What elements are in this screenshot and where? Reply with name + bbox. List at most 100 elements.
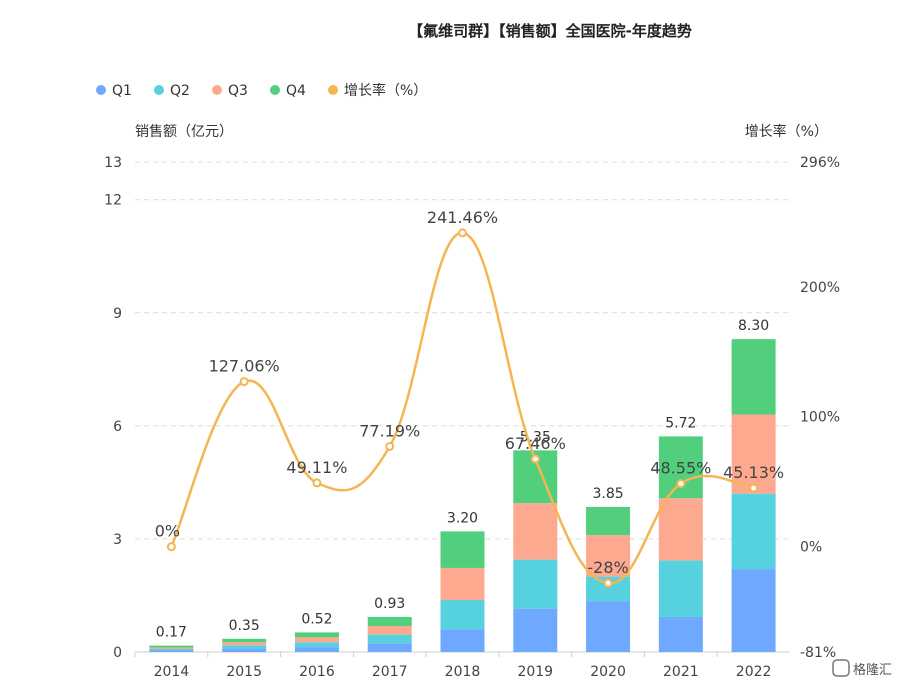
x-tick-2015: 2015: [226, 664, 262, 680]
total-label-2016: 0.52: [301, 611, 332, 627]
growth-point-2014: [166, 542, 176, 552]
bar-q2-2016: [294, 642, 339, 648]
bar-q1-2014: [149, 650, 194, 652]
growth-point-2016: [312, 478, 322, 488]
growth-label-2022: 45.13%: [723, 463, 784, 482]
growth-label-2018: 241.46%: [427, 208, 498, 227]
total-label-2014: 0.17: [156, 625, 187, 641]
growth-label-2015: 127.06%: [209, 357, 280, 376]
growth-point-2019: [530, 454, 540, 464]
bar-q4-2017: [367, 616, 412, 626]
bar-q1-2022: [731, 569, 776, 652]
y-right-tick-0: -81%: [800, 645, 836, 661]
growth-point-2018: [458, 228, 467, 238]
growth-label-2016: 49.11%: [286, 458, 347, 477]
y-left-ticks: 0 3 6 9 12 13: [104, 155, 122, 661]
bar-q4-2018: [440, 531, 485, 568]
bar-q3-2019: [513, 503, 558, 560]
growth-point-2021: [676, 479, 686, 489]
legend: Q1 Q2 Q3 Q4 增长率（%）: [96, 82, 427, 99]
bar-q4-2022: [731, 339, 776, 415]
total-label-2018: 3.20: [447, 510, 478, 526]
total-label-2015: 0.35: [229, 618, 260, 634]
bar-q2-2014: [149, 648, 194, 651]
growth-label-2021: 48.55%: [650, 459, 711, 478]
y-right-tick-1: 0%: [800, 540, 822, 556]
total-label-2021: 5.72: [665, 415, 696, 431]
watermark: 格隆汇: [832, 659, 892, 678]
bar-q1-2016: [294, 647, 339, 652]
bar-stacks: [149, 339, 776, 652]
chart-title: 【氟维司群】【销售额】全国医院-年度趋势: [408, 22, 692, 40]
legend-marker-4: [328, 85, 338, 95]
x-tick-2016: 2016: [299, 664, 335, 680]
y-right-tick-3: 200%: [800, 280, 840, 296]
growth-point-2020: [603, 578, 613, 588]
x-tick-2020: 2020: [590, 664, 626, 680]
bar-q2-2017: [367, 634, 412, 644]
y-left-tick-2: 6: [113, 419, 122, 435]
bar-q3-2022: [731, 414, 776, 494]
growth-line-series: 0% 127.06% 49.11% 77.19% 241.46% 67.46% -28% 48…: [155, 208, 784, 588]
y-right-tick-2: 100%: [800, 410, 840, 426]
legend-marker-1: [154, 85, 164, 95]
legend-marker-2: [212, 85, 222, 95]
x-tick-2022: 2022: [736, 664, 772, 680]
legend-marker-3: [270, 85, 280, 95]
watermark-logo-icon: [832, 659, 850, 677]
y-left-tick-4: 12: [104, 193, 122, 209]
bar-q4-2016: [294, 632, 339, 638]
total-label-2020: 3.85: [592, 486, 623, 502]
x-tick-2021: 2021: [663, 664, 699, 680]
growth-label-2019: 67.46%: [505, 434, 566, 453]
bar-q4-2015: [222, 638, 267, 643]
bar-q3-2017: [367, 625, 412, 635]
bar-q3-2015: [222, 642, 267, 646]
bar-q2-2022: [731, 493, 776, 570]
x-tick-2019: 2019: [517, 664, 553, 680]
y-right-tick-4: 296%: [800, 155, 840, 171]
y-left-tick-1: 3: [113, 532, 122, 548]
bar-q3-2018: [440, 567, 485, 600]
bar-q2-2019: [513, 559, 558, 609]
legend-label-1: Q2: [170, 83, 190, 99]
legend-label-0: Q1: [112, 83, 132, 99]
y-left-tick-0: 0: [113, 645, 122, 661]
y-left-axis-label: 销售额（亿元）: [135, 124, 233, 140]
bar-q3-2021: [658, 498, 703, 561]
total-label-2022: 8.30: [738, 318, 769, 334]
bar-q2-2021: [658, 560, 703, 617]
bar-q1-2019: [513, 608, 558, 652]
x-tick-2017: 2017: [372, 664, 408, 680]
growth-point-2017: [385, 441, 395, 451]
y-right-ticks: -81% 0% 100% 200% 296%: [800, 155, 840, 661]
y-left-tick-5: 13: [104, 155, 122, 171]
growth-label-2014: 0%: [155, 522, 180, 541]
legend-label-2: Q3: [228, 83, 248, 99]
y-left-tick-3: 9: [113, 306, 122, 322]
bar-q1-2018: [440, 629, 485, 652]
legend-marker-0: [96, 85, 106, 95]
x-tick-2018: 2018: [445, 664, 481, 680]
growth-label-2020: -28%: [587, 558, 628, 577]
bar-q1-2017: [367, 643, 412, 652]
watermark-text: 格隆汇: [853, 662, 892, 678]
bar-q4-2020: [586, 506, 631, 536]
legend-label-4: 增长率（%）: [344, 82, 427, 99]
y-right-axis-label: 增长率（%）: [745, 123, 828, 140]
bar-q1-2021: [658, 616, 703, 652]
bar-q3-2020: [586, 535, 631, 577]
x-axis-ticks: 2014 2015 2016 2017 2018 2019 2020 2021 2022: [134, 652, 772, 680]
legend-label-3: Q4: [286, 83, 306, 99]
growth-point-2022: [749, 483, 759, 493]
growth-point-2015: [239, 377, 249, 387]
bar-q1-2020: [586, 601, 631, 652]
growth-label-2017: 77.19%: [359, 421, 420, 440]
bar-q4-2014: [149, 645, 194, 648]
bar-q3-2014: [149, 647, 194, 649]
x-tick-2014: 2014: [154, 664, 190, 680]
total-label-2017: 0.93: [374, 596, 405, 612]
bar-q2-2018: [440, 599, 485, 630]
bar-q2-2015: [222, 645, 267, 649]
